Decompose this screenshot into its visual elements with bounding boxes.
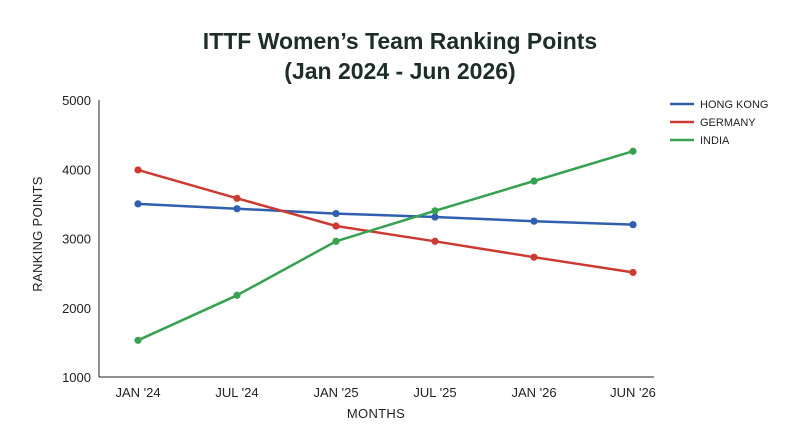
series-germany xyxy=(134,166,637,277)
data-point-hong-kong xyxy=(629,221,637,229)
x-tick-label: JUN '26 xyxy=(610,385,656,400)
x-tick-label: JAN '24 xyxy=(115,385,160,400)
data-point-germany xyxy=(134,166,142,174)
data-point-germany xyxy=(530,253,538,261)
y-tick-label: 3000 xyxy=(62,232,91,247)
data-point-hong-kong xyxy=(530,217,538,225)
data-point-hong-kong xyxy=(134,200,142,208)
data-point-hong-kong xyxy=(233,205,241,213)
legend-label-india: INDIA xyxy=(700,135,730,147)
data-point-germany xyxy=(431,237,439,245)
y-tick-label: 5000 xyxy=(62,93,91,108)
x-tick-label: JUL '24 xyxy=(215,385,258,400)
data-point-germany xyxy=(629,268,637,277)
series-line-hong-kong xyxy=(137,202,634,226)
y-tick-label: 1000 xyxy=(62,370,91,385)
data-point-india xyxy=(530,177,538,185)
y-tick-label: 2000 xyxy=(62,301,91,316)
data-point-india xyxy=(134,336,142,344)
x-tick-label: JAN '26 xyxy=(511,385,556,400)
series-line-germany xyxy=(137,168,634,274)
data-point-hong-kong xyxy=(332,209,340,218)
data-point-germany xyxy=(332,222,340,230)
chart-title: ITTF Women’s Team Ranking Points xyxy=(202,28,598,54)
x-tick-label: JAN '25 xyxy=(313,385,358,400)
data-point-india xyxy=(431,207,439,215)
chart-subtitle: (Jan 2024 - Jun 2026) xyxy=(284,58,516,84)
legend: HONG KONG GERMANY INDIA xyxy=(670,99,768,147)
series-hong-kong xyxy=(134,200,637,229)
data-point-hong-kong xyxy=(431,213,439,221)
series-line-india xyxy=(137,150,634,342)
data-point-india xyxy=(629,147,637,155)
y-axis-label: RANKING POINTS xyxy=(30,176,45,291)
data-point-india xyxy=(233,291,241,299)
legend-label-hong-kong: HONG KONG xyxy=(700,99,768,111)
legend-label-germany: GERMANY xyxy=(700,117,756,129)
y-tick-label: 4000 xyxy=(62,162,91,177)
x-axis-label: MONTHS xyxy=(347,406,405,421)
data-point-germany xyxy=(233,194,241,202)
x-tick-label: JUL '25 xyxy=(413,385,456,400)
data-point-india xyxy=(332,237,340,245)
series-india xyxy=(134,147,637,344)
